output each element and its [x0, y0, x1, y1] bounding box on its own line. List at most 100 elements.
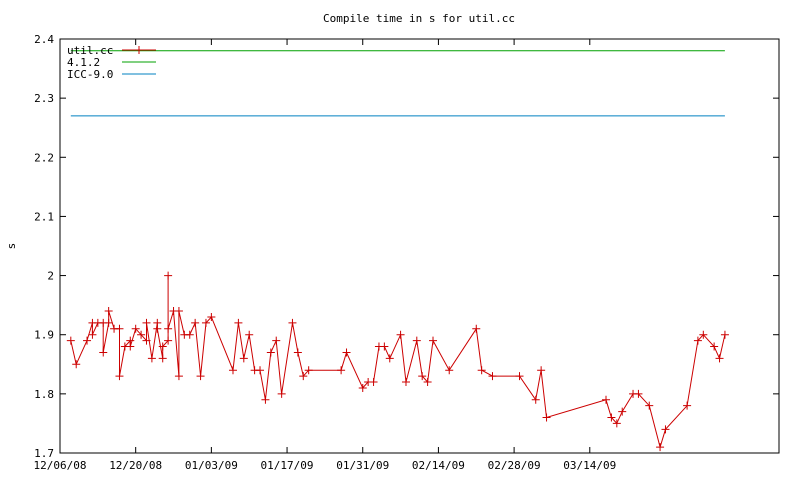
series-layer [66, 50, 729, 452]
data-point [207, 312, 216, 321]
data-point [293, 348, 302, 357]
data-point [83, 336, 92, 345]
data-point [412, 336, 421, 345]
data-point [602, 395, 611, 404]
data-point [256, 366, 265, 375]
data-point [201, 318, 210, 327]
legend-label: ICC-9.0 [67, 68, 113, 81]
data-point [380, 342, 389, 351]
data-point [288, 318, 297, 327]
x-tick-label: 02/28/09 [488, 459, 541, 472]
data-point [99, 348, 108, 357]
data-point [191, 318, 200, 327]
data-point [537, 366, 546, 375]
data-point [710, 342, 719, 351]
data-point [142, 318, 151, 327]
data-point [656, 443, 665, 452]
data-point [488, 372, 497, 381]
data-point [185, 330, 194, 339]
data-point [515, 372, 524, 381]
data-point [104, 318, 113, 327]
data-point [645, 401, 654, 410]
data-point [158, 354, 167, 363]
y-tick-label: 2.4 [34, 33, 54, 46]
data-point [153, 324, 162, 333]
data-point [164, 271, 173, 280]
y-tick-label: 2.1 [34, 210, 54, 223]
data-point [174, 307, 183, 316]
data-point [531, 395, 540, 404]
data-point [472, 324, 481, 333]
data-point [693, 336, 702, 345]
series-line-util-cc [70, 275, 726, 449]
y-tick-label: 2.2 [34, 151, 54, 164]
data-point [396, 330, 405, 339]
data-point [429, 336, 438, 345]
data-point [337, 366, 346, 375]
chart-title: Compile time in s for util.cc [323, 12, 515, 25]
y-tick-label: 1.9 [34, 329, 54, 342]
data-point [88, 330, 97, 339]
data-point [401, 378, 410, 387]
data-point [720, 330, 729, 339]
data-point [542, 413, 551, 422]
data-point [137, 330, 146, 339]
x-tick-label: 01/03/09 [185, 459, 238, 472]
data-point [164, 324, 173, 333]
data-point [164, 336, 173, 345]
data-point [239, 354, 248, 363]
data-point [618, 407, 627, 416]
data-point [385, 354, 394, 363]
data-point [104, 307, 113, 316]
data-point [126, 342, 135, 351]
data-point [115, 372, 124, 381]
data-point [715, 354, 724, 363]
data-point [196, 372, 205, 381]
data-point [607, 413, 616, 422]
data-point [477, 366, 486, 375]
y-tick-label: 2 [47, 270, 54, 283]
data-point [245, 330, 254, 339]
data-point [272, 336, 281, 345]
y-tick-label: 1.7 [34, 447, 54, 460]
data-point [612, 419, 621, 428]
data-point [369, 378, 378, 387]
data-point [304, 366, 313, 375]
y-tick-label: 1.8 [34, 388, 54, 401]
y-tick-label: 2.3 [34, 92, 54, 105]
data-point [147, 354, 156, 363]
x-tick-label: 01/17/09 [261, 459, 314, 472]
data-point [234, 318, 243, 327]
data-point [261, 395, 270, 404]
data-point [445, 366, 454, 375]
y-axis-label: s [5, 243, 18, 250]
data-point [358, 383, 367, 392]
legend-label: 4.1.2 [67, 56, 100, 69]
x-tick-label: 02/14/09 [412, 459, 465, 472]
data-point [174, 372, 183, 381]
data-point [266, 348, 275, 357]
data-point [661, 425, 670, 434]
data-point [115, 324, 124, 333]
x-tick-label: 12/20/08 [109, 459, 162, 472]
data-point [634, 389, 643, 398]
data-point [277, 389, 286, 398]
x-axis: 12/06/08 12/20/08 01/03/09 01/17/09 01/31/09… [34, 39, 616, 472]
data-point [66, 336, 75, 345]
legend-label: util.cc [67, 44, 113, 57]
data-point [699, 330, 708, 339]
data-point [142, 336, 151, 345]
data-point [418, 372, 427, 381]
data-point [131, 324, 140, 333]
data-point [72, 360, 81, 369]
data-point [228, 366, 237, 375]
x-tick-label: 12/06/08 [34, 459, 87, 472]
y-axis: 1.7 1.8 1.9 2 2.1 2.2 2.3 2.4 [34, 33, 779, 460]
plot-border [59, 38, 780, 454]
data-point [683, 401, 692, 410]
data-point [158, 342, 167, 351]
data-point [342, 348, 351, 357]
x-tick-label: 01/31/09 [336, 459, 389, 472]
